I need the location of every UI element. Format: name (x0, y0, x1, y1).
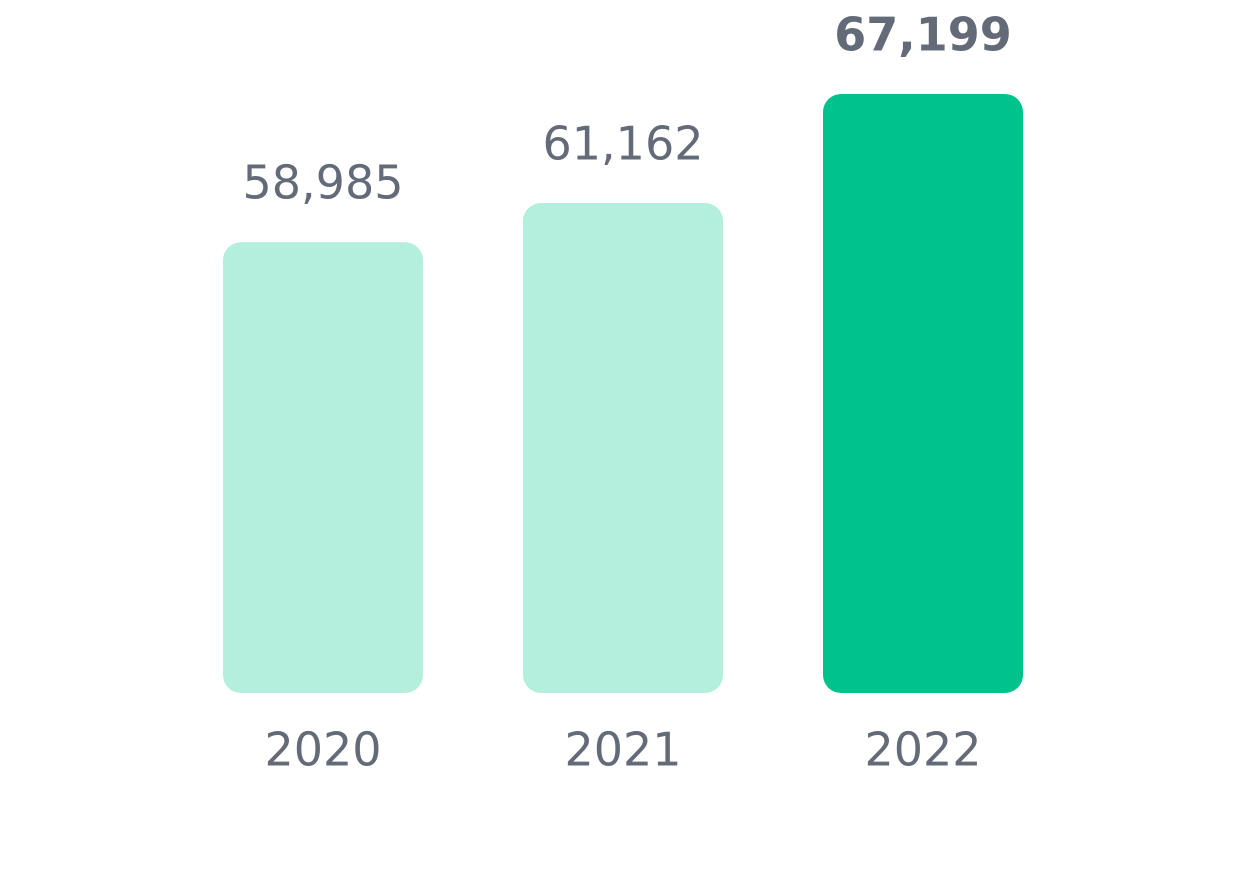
bar (523, 202, 723, 694)
bar (223, 242, 423, 694)
x-tick-label: 2021 (564, 723, 681, 777)
value-label: 61,162 (543, 116, 704, 170)
x-tick-label: 2020 (264, 723, 381, 777)
value-label: 67,199 (834, 8, 1012, 62)
bar (823, 94, 1023, 693)
value-label: 58,985 (243, 156, 404, 210)
x-tick-label: 2022 (864, 723, 981, 777)
